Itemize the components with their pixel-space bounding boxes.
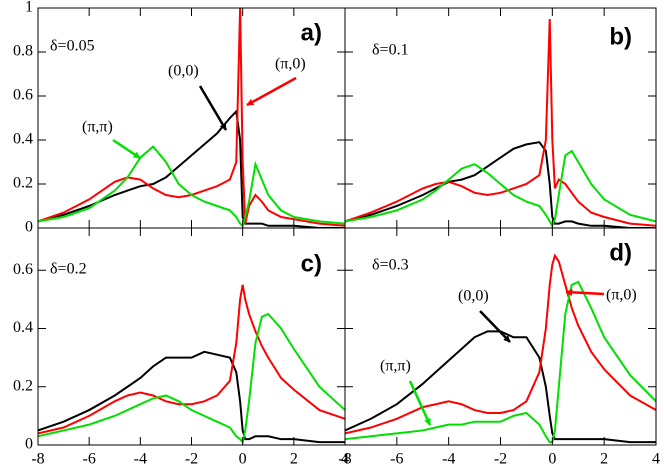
doping-label: δ=0.2 — [50, 261, 87, 278]
x-tick-label: -8 — [31, 451, 44, 468]
curve — [345, 280, 656, 444]
x-tick-label: -4 — [442, 451, 455, 468]
plot-area — [38, 284, 345, 445]
x-tick-label: 4 — [652, 451, 660, 468]
y-tick-label: 1 — [25, 0, 33, 16]
annotation: (π,0) — [275, 56, 306, 73]
annotation: (π,π) — [82, 119, 113, 136]
annotation-arrow — [565, 288, 605, 296]
plot-area — [38, 8, 345, 228]
y-tick-label: 0.6 — [13, 261, 33, 278]
annotation: (π,π) — [380, 358, 411, 375]
plot-area — [345, 18, 656, 228]
panel-label: d) — [609, 239, 632, 266]
x-tick-label: -2 — [494, 451, 507, 468]
annotation: (π,0) — [606, 287, 637, 304]
y-tick-label: 0.2 — [13, 175, 33, 192]
y-tick-label: 0 — [25, 436, 33, 453]
x-tick-label: -4 — [134, 451, 147, 468]
y-tick-label: 0.2 — [13, 377, 33, 394]
y-tick-label: 0.8 — [13, 43, 33, 60]
annotation-arrow — [198, 85, 228, 131]
annotation: (0,0) — [168, 63, 199, 80]
curve — [345, 149, 656, 228]
x-tick-label: 2 — [290, 451, 298, 468]
curve — [345, 141, 656, 228]
panel-label: b) — [609, 23, 632, 50]
x-tick-label: 4 — [341, 451, 349, 468]
plot-area — [345, 253, 656, 444]
doping-label: δ=0.3 — [372, 257, 409, 274]
doping-label: δ=0.1 — [372, 42, 409, 59]
panel-label: a) — [301, 19, 322, 46]
x-tick-label: -6 — [83, 451, 96, 468]
annotation-arrow — [408, 380, 432, 426]
x-tick-label: -6 — [390, 451, 403, 468]
doping-label: δ=0.05 — [50, 38, 95, 55]
y-tick-label: 0.4 — [13, 131, 33, 148]
x-tick-label: 0 — [548, 451, 556, 468]
curve — [345, 253, 656, 435]
x-tick-label: -8 — [338, 451, 351, 468]
curve — [38, 350, 345, 444]
y-tick-label: 0 — [25, 219, 33, 236]
y-tick-label: 0.4 — [13, 319, 33, 336]
annotation-arrow — [479, 310, 511, 343]
curve — [345, 330, 656, 444]
curve — [345, 18, 656, 227]
curve — [38, 284, 345, 435]
curve — [38, 145, 345, 228]
x-tick-label: 2 — [600, 451, 608, 468]
curve — [38, 312, 345, 445]
x-tick-label: -2 — [185, 451, 198, 468]
annotation-arrow — [246, 76, 297, 107]
x-tick-label: 0 — [239, 451, 247, 468]
annotation-arrow — [112, 138, 141, 160]
y-tick-label: 0.6 — [13, 87, 33, 104]
panel-label: c) — [301, 250, 322, 277]
curve — [38, 109, 345, 228]
annotation: (0,0) — [458, 288, 489, 305]
